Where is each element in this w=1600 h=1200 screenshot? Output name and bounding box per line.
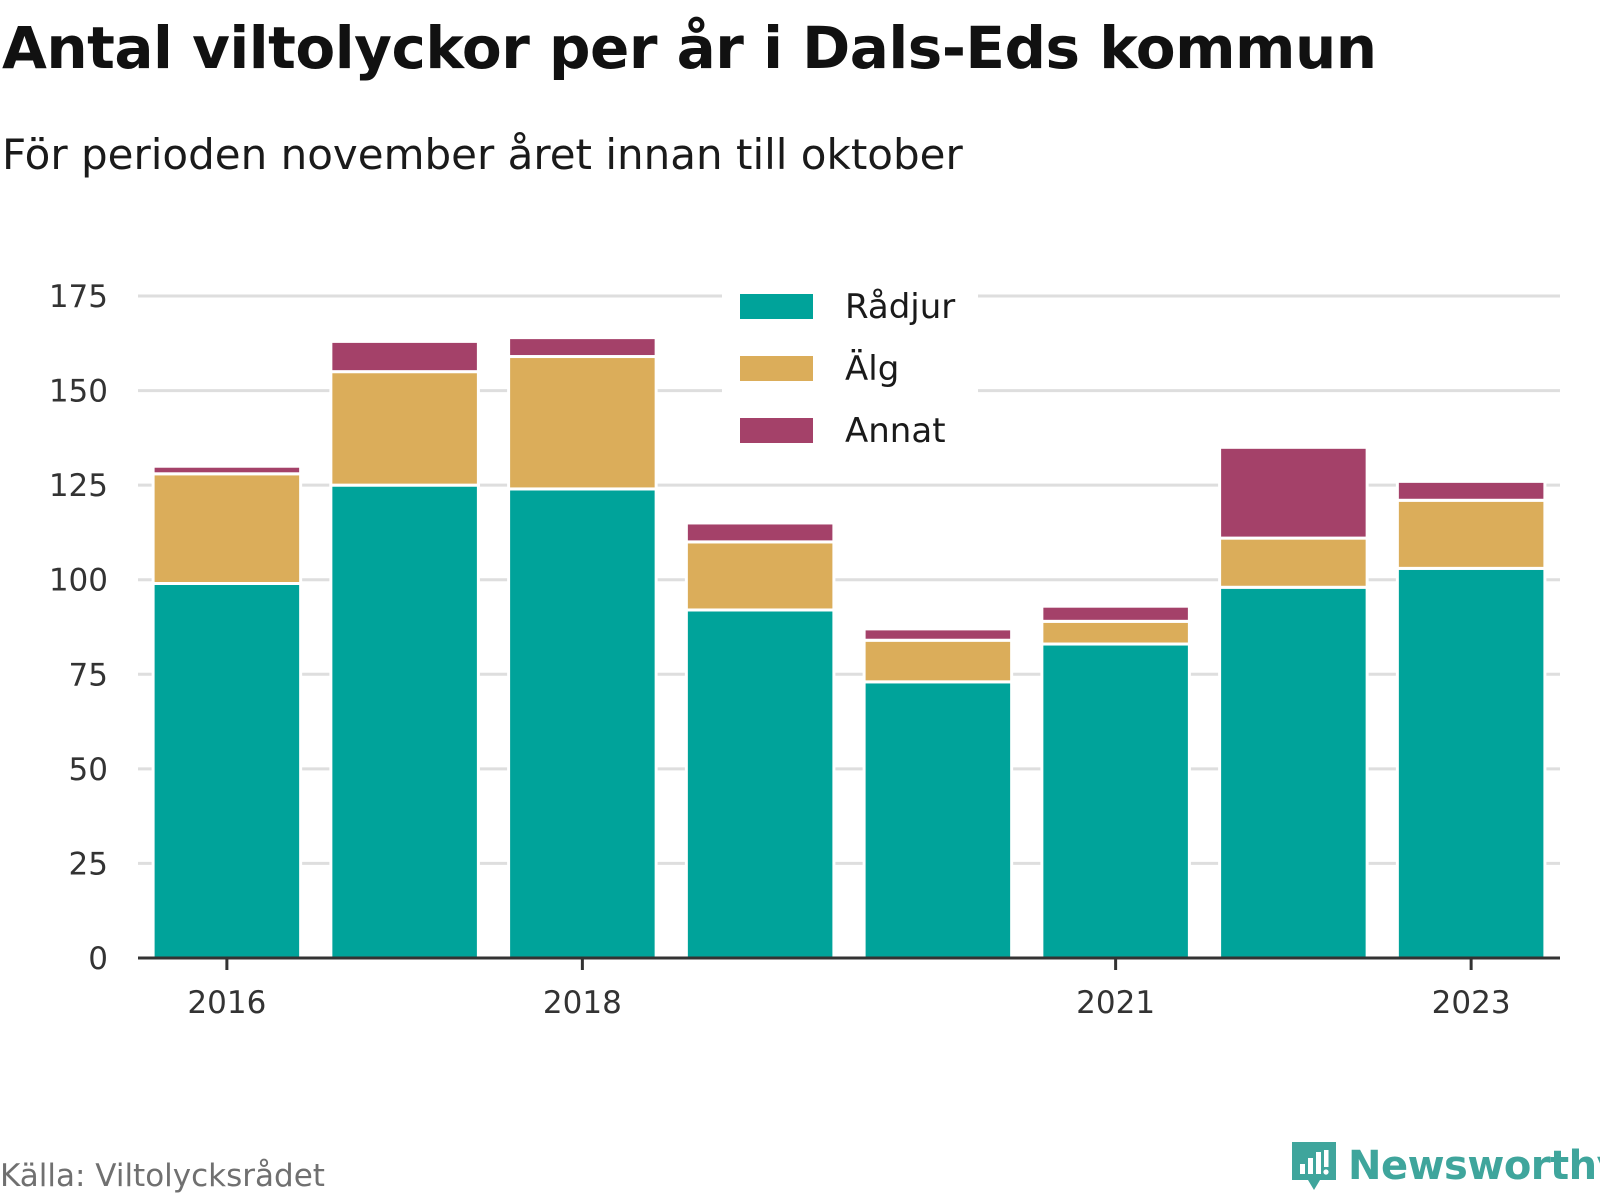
bar-segment — [507, 355, 658, 491]
bars — [151, 336, 1547, 960]
bar-segment — [684, 608, 836, 960]
brand-logo[interactable]: Newsworthy — [1290, 1140, 1600, 1192]
legend-swatch — [740, 294, 813, 319]
bar-segment — [1040, 604, 1191, 623]
legend-swatch — [740, 418, 813, 443]
x-tick-label: 2016 — [187, 985, 266, 1021]
x-tick-label: 2018 — [543, 985, 622, 1021]
x-tick-label: 2021 — [1076, 985, 1155, 1021]
bar-segment — [1395, 498, 1547, 570]
y-tick-label: 125 — [49, 468, 108, 504]
y-tick-label: 0 — [88, 941, 108, 977]
x-tick-label: 2023 — [1432, 985, 1511, 1021]
bar-segment — [1395, 479, 1547, 502]
bar-segment — [1218, 585, 1369, 960]
brand-name: Newsworthy — [1348, 1143, 1600, 1189]
bar-segment — [1218, 445, 1369, 540]
bar-segment — [684, 540, 836, 612]
bar-segment — [329, 339, 480, 374]
source-note: Källa: Viltolycksrådet — [0, 1158, 325, 1194]
bar-segment — [151, 581, 303, 960]
y-axis: 0 25 50 75 100 125 150 175 — [49, 279, 108, 977]
y-tick-label: 100 — [49, 563, 108, 599]
legend-label: Rådjur — [845, 287, 955, 327]
bar-segment — [329, 370, 480, 487]
bar-segment — [1040, 642, 1191, 960]
bar-segment — [862, 627, 1014, 642]
bar-segment — [1040, 619, 1191, 646]
y-tick-label: 25 — [69, 846, 108, 882]
newsworthy-logo-icon — [1292, 1142, 1336, 1190]
y-tick-label: 75 — [69, 657, 108, 693]
bar-segment — [684, 521, 836, 544]
legend-label: Älg — [845, 349, 899, 389]
chart-title: Antal viltolyckor per år i Dals-Eds komm… — [2, 14, 1377, 82]
bar-segment — [507, 487, 658, 960]
y-tick-label: 150 — [49, 374, 108, 410]
bar-segment — [862, 638, 1014, 684]
y-tick-label: 175 — [49, 279, 108, 315]
y-tick-label: 50 — [69, 752, 108, 788]
legend-swatch — [740, 356, 813, 381]
legend: Rådjur Älg Annat — [722, 278, 978, 451]
chart-subtitle: För perioden november året innan till ok… — [2, 130, 963, 179]
bar-segment — [1218, 536, 1369, 589]
x-axis: 2016 2018 2021 2023 — [138, 956, 1560, 1021]
bar-segment — [329, 483, 480, 960]
bar-segment — [862, 680, 1014, 960]
bar-segment — [1395, 566, 1547, 960]
legend-label: Annat — [845, 411, 946, 451]
bar-segment — [151, 472, 303, 585]
bar-segment — [507, 336, 658, 359]
bar-segment — [151, 464, 303, 476]
